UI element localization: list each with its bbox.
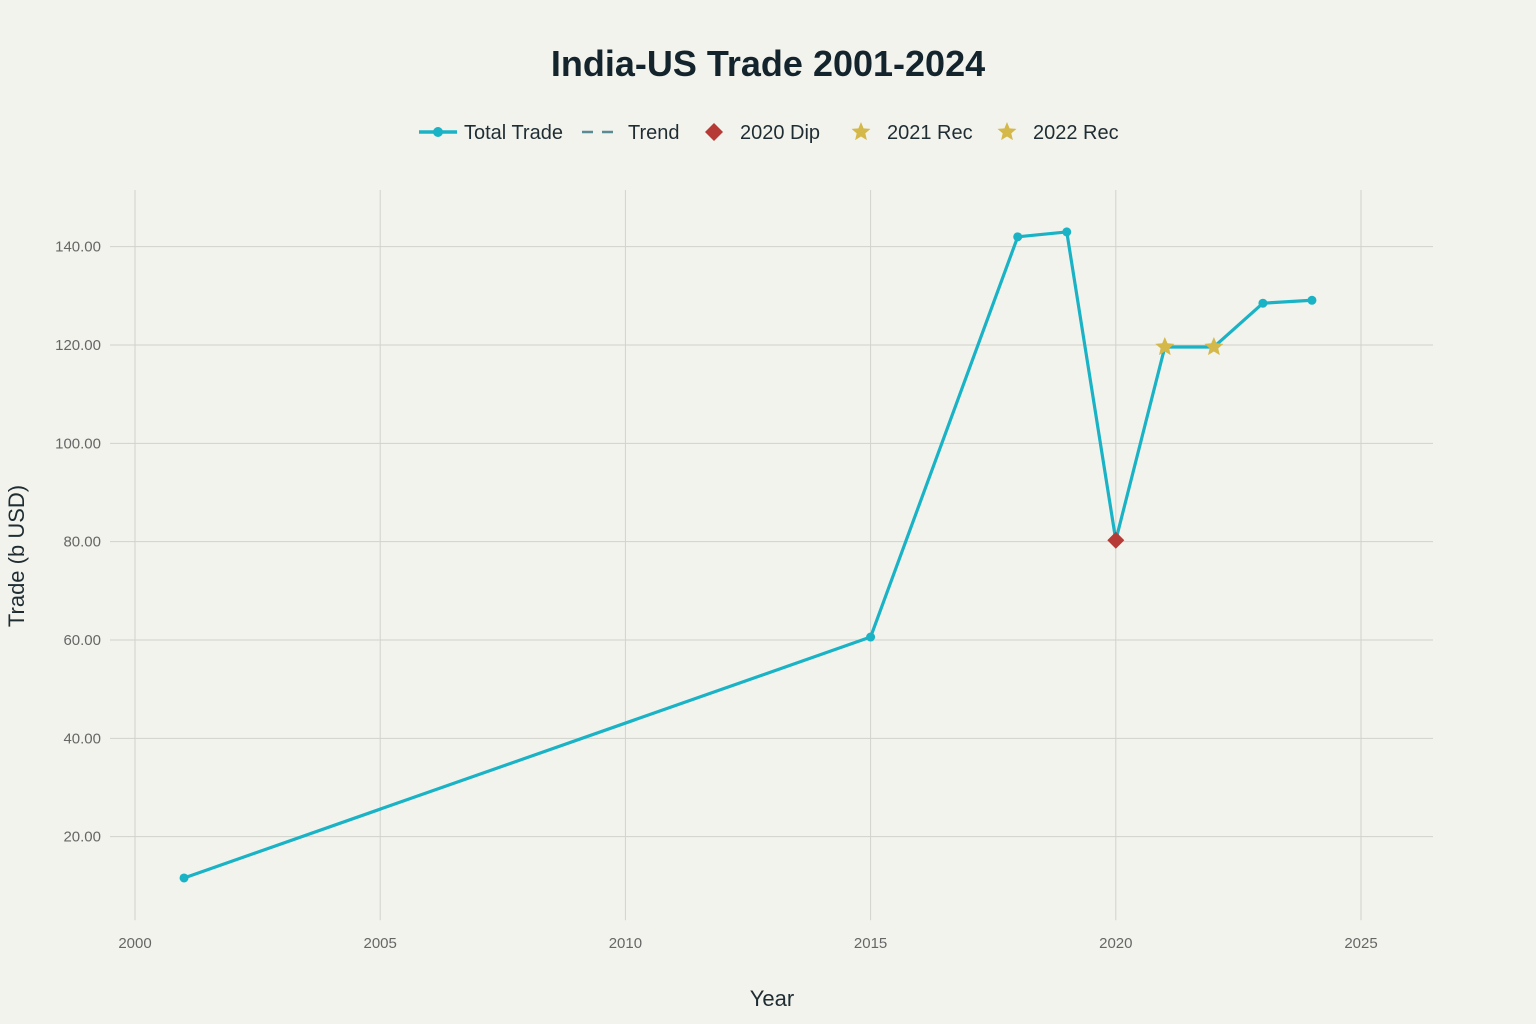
total-trade-point xyxy=(179,873,189,883)
legend-diamond-icon xyxy=(705,123,723,141)
y-axis-label: Trade (b USD) xyxy=(4,485,29,627)
x-tick-label: 2015 xyxy=(854,935,887,952)
legend-point-icon xyxy=(433,127,443,137)
x-axis-label: Year xyxy=(750,986,794,1011)
x-tick-label: 2020 xyxy=(1099,935,1132,952)
grid xyxy=(110,190,1433,921)
y-tick-label: 80.00 xyxy=(63,534,101,551)
total-trade-point xyxy=(866,632,876,642)
plot-area xyxy=(179,227,1317,883)
y-tick-label: 120.00 xyxy=(55,337,101,354)
x-tick-label: 2025 xyxy=(1344,935,1377,952)
y-tick-label: 60.00 xyxy=(63,632,101,649)
x-tick-label: 2005 xyxy=(364,935,397,952)
y-tick-label: 100.00 xyxy=(55,435,101,452)
legend-item[interactable]: 2022 Rec xyxy=(1033,122,1119,144)
total-trade-point xyxy=(1013,232,1023,242)
legend-star-icon xyxy=(851,122,871,141)
y-tick-label: 20.00 xyxy=(63,829,101,846)
ticks: 2000 2005 2010 2015 2020 2025 20.00 40.00 60.00 8… xyxy=(55,239,1378,952)
legend-item[interactable]: Total Trade xyxy=(464,122,563,144)
y-tick-label: 140.00 xyxy=(55,239,101,256)
total-trade-point xyxy=(1307,295,1317,305)
legend-item[interactable]: Trend xyxy=(628,122,680,144)
star-marker xyxy=(1155,337,1175,356)
total-trade-line xyxy=(183,230,1313,880)
legend-item[interactable]: 2020 Dip xyxy=(740,122,820,144)
star-marker xyxy=(1204,337,1224,356)
x-tick-label: 2010 xyxy=(609,935,642,952)
legend-star-icon xyxy=(997,122,1017,141)
total-trade-point xyxy=(1062,227,1072,237)
y-tick-label: 40.00 xyxy=(63,730,101,747)
x-tick-label: 2000 xyxy=(118,935,151,952)
legend-item[interactable]: 2021 Rec xyxy=(887,122,973,144)
diamond-marker xyxy=(1107,531,1125,549)
chart-title: India-US Trade 2001-2024 xyxy=(551,43,985,84)
total-trade-point xyxy=(1258,298,1268,308)
legend: Total Trade Trend 2020 Dip 2021 Rec 2022 Rec xyxy=(419,122,1119,144)
